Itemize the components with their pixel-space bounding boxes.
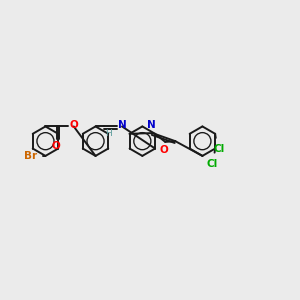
Text: N: N [147,120,155,130]
Text: Cl: Cl [213,144,224,154]
Text: H: H [105,129,111,138]
Text: O: O [51,142,60,152]
Text: N: N [118,120,126,130]
Text: Cl: Cl [206,158,217,169]
Text: Br: Br [24,151,37,161]
Text: O: O [69,120,78,130]
Text: O: O [159,145,168,155]
